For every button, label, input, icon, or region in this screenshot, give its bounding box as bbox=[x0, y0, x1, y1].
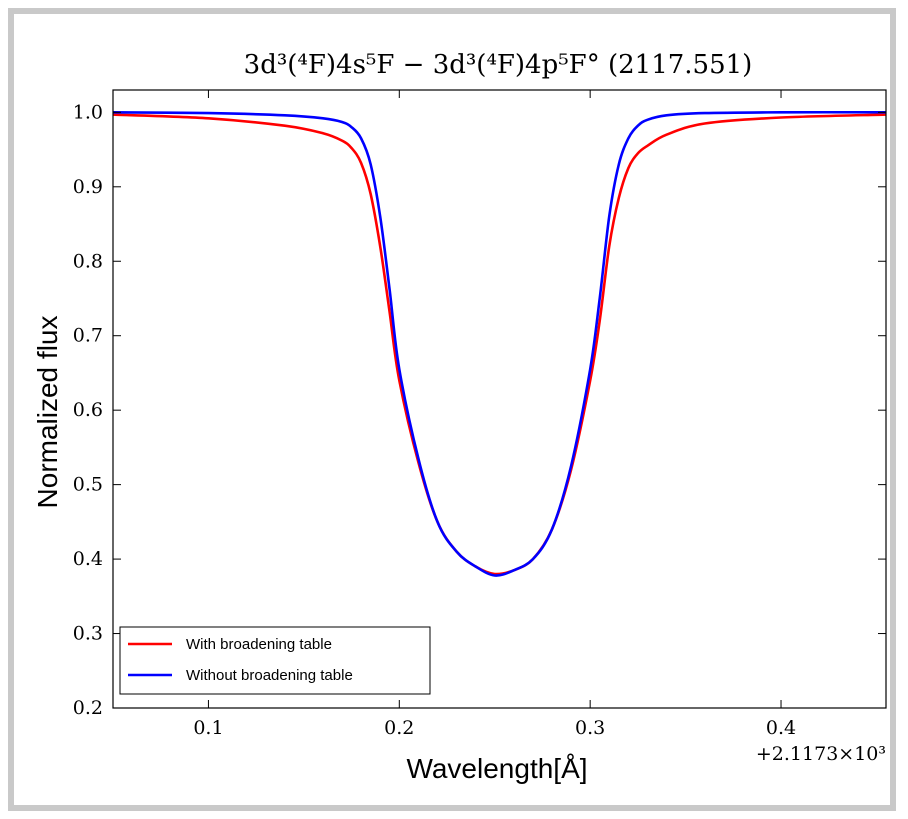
y-tick-label: 0.3 bbox=[73, 623, 103, 645]
y-tick-label: 0.6 bbox=[73, 399, 103, 421]
axis-ticks: 0.1 0.2 0.3 0.4 0.2 0.3 0.4 0.5 0.6 0.7 0.8 0.9 1.0 bbox=[73, 90, 886, 739]
legend: With broadening table Without broadening… bbox=[119, 626, 431, 695]
series-line-without-broadening bbox=[112, 110, 887, 577]
y-tick-label: 0.5 bbox=[73, 474, 103, 496]
x-offset-label: +2.1173×10³ bbox=[756, 743, 886, 765]
series-line-with-broadening bbox=[112, 113, 887, 576]
y-tick-label: 0.8 bbox=[73, 250, 103, 272]
chart-title: 3d³(⁴F)4s⁵F − 3d³(⁴F)4p⁵F° (2117.551) bbox=[244, 50, 753, 80]
legend-label-with-broadening: With broadening table bbox=[186, 636, 332, 653]
y-tick-label: 0.2 bbox=[73, 697, 103, 719]
plot-area-frame bbox=[112, 89, 887, 709]
x-tick-label: 0.4 bbox=[766, 717, 796, 739]
y-tick-label: 0.7 bbox=[73, 325, 103, 347]
y-axis-label: Normalized flux bbox=[32, 316, 63, 509]
y-tick-label: 0.4 bbox=[73, 548, 103, 570]
y-tick-label: 0.9 bbox=[73, 176, 103, 198]
x-axis-label: Wavelength[Å] bbox=[406, 753, 587, 784]
x-tick-label: 0.1 bbox=[193, 717, 223, 739]
y-tick-label: 1.0 bbox=[73, 101, 103, 123]
legend-box bbox=[119, 626, 431, 695]
legend-label-without-broadening: Without broadening table bbox=[186, 667, 353, 684]
x-tick-label: 0.2 bbox=[384, 717, 414, 739]
plot-lines bbox=[112, 110, 887, 577]
x-tick-label: 0.3 bbox=[575, 717, 605, 739]
